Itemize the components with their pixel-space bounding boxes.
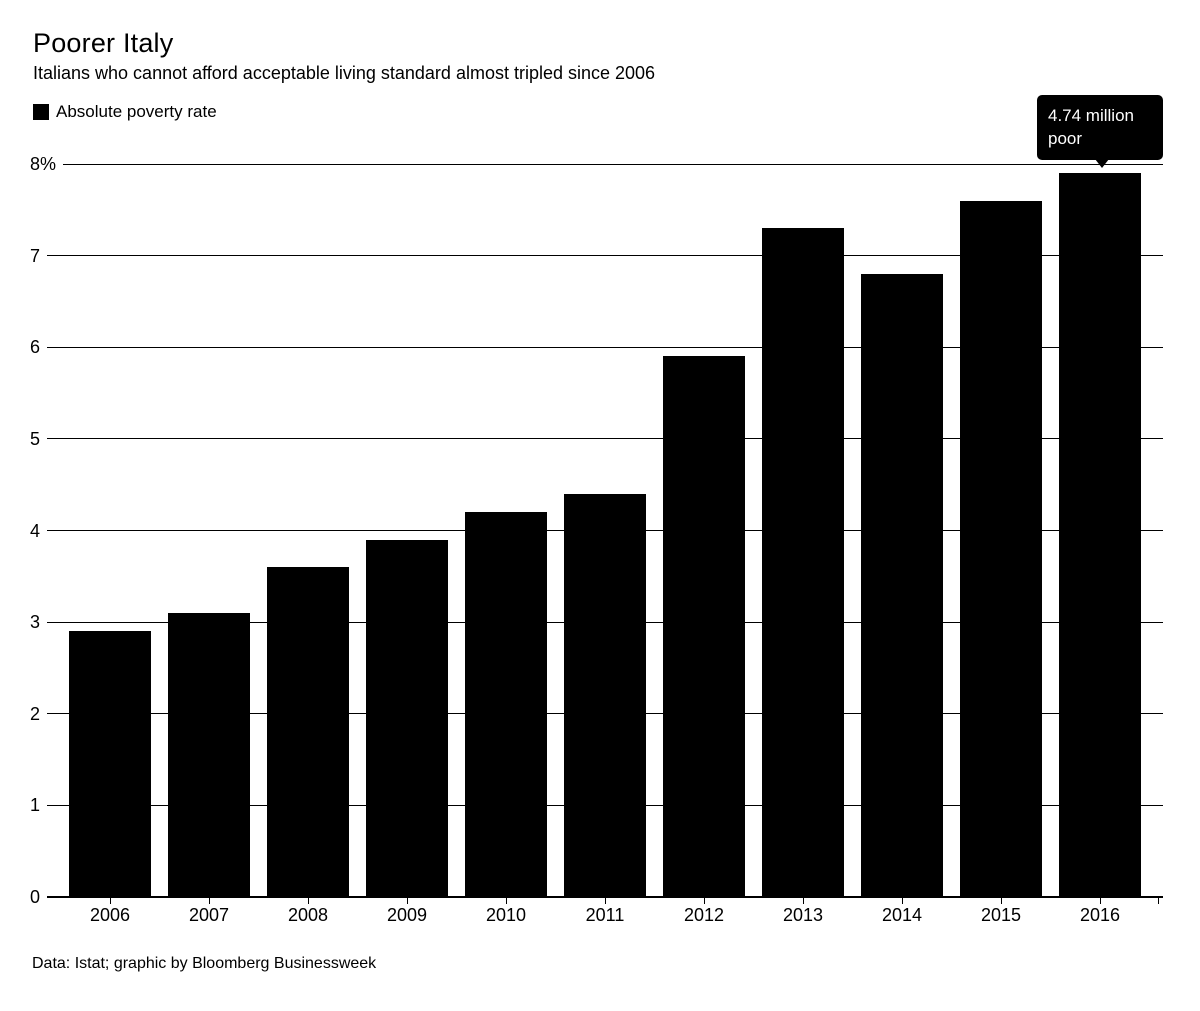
bar-2014 <box>861 273 943 897</box>
legend-label: Absolute poverty rate <box>56 102 217 121</box>
bar-2007 <box>168 612 250 897</box>
y-tick-label: 2 <box>30 703 41 724</box>
bar-2009 <box>366 539 448 897</box>
callout-line2: poor <box>1048 129 1083 148</box>
x-tick-label: 2012 <box>683 905 725 925</box>
y-tick-label: 0 <box>30 887 41 907</box>
x-tick-label: 2008 <box>287 905 329 925</box>
x-tick <box>1001 898 1002 904</box>
gridline-7: 7 <box>30 246 1163 266</box>
x-tick <box>605 898 606 904</box>
x-tick-label: 2013 <box>782 905 824 925</box>
x-axis-end-tick <box>1158 898 1159 904</box>
callout-bubble: 4.74 million poor <box>1037 95 1163 168</box>
bar-2013 <box>762 228 844 897</box>
x-axis-line <box>47 896 1163 898</box>
gridline-0: 0 <box>30 887 1163 907</box>
plot-area: 8% 7 6 5 4 3 2 1 0 2006 2007 2008 2009 2010 2011 2012 20… <box>30 154 1163 925</box>
x-tick-label: 2014 <box>881 905 923 925</box>
gridline <box>63 163 1163 165</box>
x-tick <box>407 898 408 904</box>
gridline-6: 6 <box>30 337 1163 357</box>
y-tick-label: 4 <box>30 520 41 541</box>
gridline <box>47 346 1163 348</box>
legend-swatch-icon <box>33 104 49 120</box>
bar-2015 <box>960 200 1042 897</box>
x-tick-label: 2006 <box>89 905 131 925</box>
y-tick-label: 3 <box>30 612 41 633</box>
bar-2016 <box>1059 173 1141 897</box>
x-tick <box>209 898 210 904</box>
x-tick <box>704 898 705 904</box>
gridline <box>47 438 1163 440</box>
x-tick-label: 2010 <box>485 905 527 925</box>
gridline-8: 8% <box>30 154 1163 174</box>
y-tick-label: 5 <box>30 428 41 449</box>
y-tick-label: 6 <box>30 337 41 358</box>
legend: Absolute poverty rate <box>33 102 217 122</box>
page-title: Poorer Italy <box>33 28 174 58</box>
y-tick-label: 8% <box>30 154 57 174</box>
callout-line1: 4.74 million <box>1048 106 1134 125</box>
x-tick-label: 2016 <box>1079 905 1121 925</box>
bar-2012 <box>663 356 745 897</box>
bar-2011 <box>564 493 646 897</box>
x-tick <box>803 898 804 904</box>
chart-subtitle: Italians who cannot afford acceptable li… <box>33 63 656 83</box>
source-credit: Data: Istat; graphic by Bloomberg Busine… <box>32 955 377 972</box>
x-tick <box>110 898 111 904</box>
x-tick-label: 2011 <box>585 905 625 925</box>
y-tick-label: 1 <box>30 795 41 816</box>
x-tick <box>1100 898 1101 904</box>
x-tick <box>506 898 507 904</box>
x-tick <box>902 898 903 904</box>
x-tick-label: 2007 <box>188 905 230 925</box>
bar-2008 <box>267 567 349 897</box>
gridline-5: 5 <box>30 429 1163 449</box>
bar-2006 <box>69 631 151 897</box>
callout-arrow-icon <box>1095 159 1109 168</box>
y-tick-label: 7 <box>30 245 41 266</box>
x-tick <box>308 898 309 904</box>
gridline <box>47 255 1163 257</box>
x-tick-label: 2009 <box>386 905 428 925</box>
x-tick-label: 2015 <box>980 905 1022 925</box>
bar-2010 <box>465 512 547 897</box>
